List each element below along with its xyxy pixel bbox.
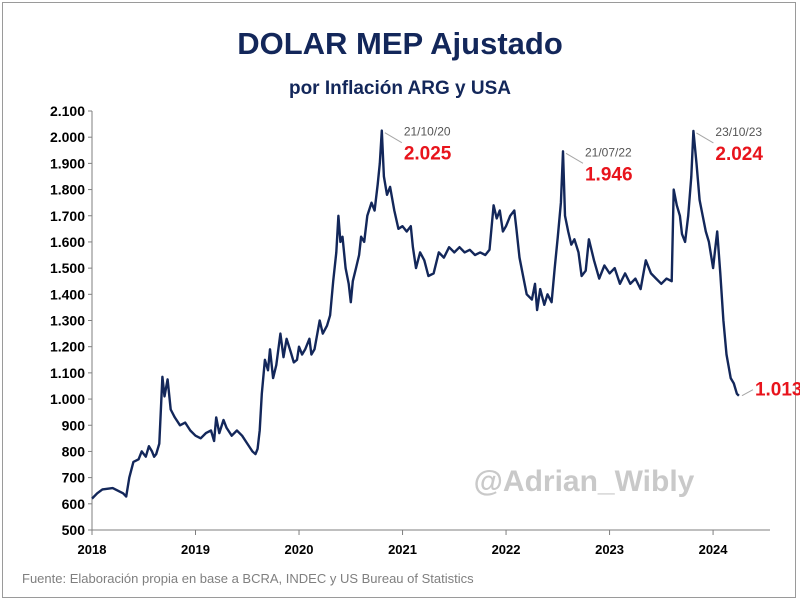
y-tick-label: 900 [62,417,86,433]
y-tick-label: 1.700 [50,208,85,224]
y-tick-label: 2.100 [50,103,85,119]
annotation-leader [696,132,714,144]
last-value-label: 1.013 [755,380,800,401]
y-tick-label: 1.600 [50,234,85,250]
y-tick-label: 700 [62,470,86,486]
y-tick-label: 800 [62,443,86,459]
x-tick-label: 2020 [285,542,314,557]
annotation-leader [565,152,584,164]
y-tick-label: 600 [62,496,86,512]
y-tick-label: 1.500 [50,260,85,276]
last-value-leader [741,389,754,397]
annotation-date: 23/10/23 [715,125,762,139]
annotation-value: 2.024 [715,144,763,165]
x-tick-label: 2023 [595,542,624,557]
x-tick-label: 2022 [492,542,521,557]
series-line [91,129,740,500]
x-tick-label: 2024 [699,542,729,557]
chart-title: DOLAR MEP Ajustado [237,26,563,61]
annotation-value: 2.025 [404,144,452,165]
y-tick-label: 1.400 [50,286,85,302]
x-tick-label: 2019 [181,542,210,557]
y-tick-label: 2.000 [50,129,85,145]
x-tick-label: 2018 [78,542,107,557]
annotation-leader [384,132,403,144]
x-tick-label: 2021 [388,542,417,557]
y-tick-label: 1.800 [50,182,85,198]
y-tick-label: 1.100 [50,365,85,381]
y-tick-label: 1.900 [50,155,85,171]
y-tick-label: 1.000 [50,391,85,407]
watermark: @Adrian_Wibly [474,465,695,498]
annotation-date: 21/10/20 [404,125,451,139]
chart-subtitle: por Inflación ARG y USA [288,78,512,99]
annotation-date: 21/07/22 [585,145,632,159]
annotation-value: 1.946 [585,164,633,185]
source-note: Fuente: Elaboración propia en base a BCR… [22,571,474,586]
y-tick-label: 1.300 [50,313,85,329]
y-tick-label: 500 [62,522,86,538]
y-tick-label: 1.200 [50,339,85,355]
